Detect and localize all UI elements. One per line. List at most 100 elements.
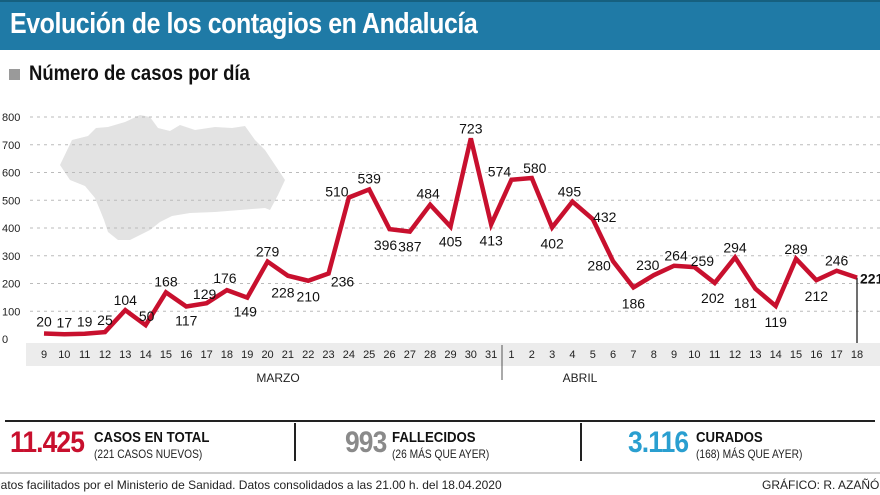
data-label: 25 bbox=[97, 312, 113, 328]
x-tick-label: 1 bbox=[508, 349, 514, 361]
data-label: 539 bbox=[358, 170, 382, 186]
stat-label: FALLECIDOS bbox=[392, 429, 476, 446]
data-label: 117 bbox=[175, 313, 198, 329]
x-tick-label: 7 bbox=[630, 349, 636, 361]
x-tick-label: 13 bbox=[119, 349, 131, 361]
data-label: 402 bbox=[540, 235, 564, 251]
x-tick-label: 17 bbox=[200, 349, 212, 361]
data-label: 212 bbox=[805, 288, 829, 304]
andalucia-map-silhouette bbox=[60, 115, 285, 240]
x-tick-label: 10 bbox=[688, 349, 700, 361]
y-tick-label: 300 bbox=[2, 251, 20, 263]
x-tick-label: 5 bbox=[590, 349, 596, 361]
x-tick-label: 14 bbox=[770, 349, 782, 361]
data-label: 259 bbox=[691, 253, 715, 269]
footer-rule bbox=[0, 472, 880, 474]
y-tick-label: 0 bbox=[2, 334, 8, 346]
data-label: 280 bbox=[587, 257, 611, 273]
month-label-marzo: MARZO bbox=[256, 371, 299, 385]
data-label: 413 bbox=[479, 232, 503, 248]
y-tick-label: 200 bbox=[2, 279, 20, 291]
x-tick-label: 23 bbox=[322, 349, 334, 361]
data-label: 484 bbox=[416, 186, 440, 202]
data-label: 129 bbox=[193, 286, 217, 302]
subtitle-row: Número de casos por día bbox=[9, 62, 280, 86]
data-label: 723 bbox=[459, 120, 483, 136]
x-tick-label: 11 bbox=[79, 349, 90, 361]
month-label-abril: ABRIL bbox=[563, 371, 598, 385]
stat-label: CASOS EN TOTAL bbox=[94, 429, 210, 446]
data-label: 510 bbox=[325, 183, 349, 199]
stat-label: CURADOS bbox=[696, 429, 764, 446]
y-tick-label: 700 bbox=[2, 140, 20, 152]
x-tick-label: 3 bbox=[549, 349, 555, 361]
x-tick-label: 29 bbox=[444, 349, 456, 361]
data-label: 574 bbox=[488, 164, 512, 180]
data-label: 246 bbox=[825, 253, 849, 269]
stat-divider bbox=[580, 423, 582, 461]
stats-top-rule bbox=[5, 420, 875, 422]
data-label: 396 bbox=[374, 237, 398, 253]
graphic-credit: GRÁFICO: R. AZAÑÓN bbox=[762, 478, 880, 492]
y-tick-label: 500 bbox=[2, 195, 20, 207]
source-note: Datos facilitados por el Ministerio de S… bbox=[0, 478, 502, 492]
x-tick-label: 18 bbox=[221, 349, 233, 361]
data-label: 20 bbox=[36, 313, 52, 329]
x-tick-label: 27 bbox=[404, 349, 416, 361]
x-tick-label: 10 bbox=[58, 349, 70, 361]
x-tick-label: 12 bbox=[99, 349, 111, 361]
data-label: 119 bbox=[765, 314, 788, 330]
x-tick-label: 4 bbox=[569, 349, 575, 361]
stat-number: 993 bbox=[345, 426, 387, 459]
data-label: 495 bbox=[558, 184, 582, 200]
y-tick-label: 800 bbox=[2, 112, 20, 124]
square-bullet-icon bbox=[9, 68, 20, 80]
data-label: 17 bbox=[57, 314, 73, 330]
y-tick-label: 400 bbox=[2, 223, 20, 235]
data-label: 50 bbox=[139, 308, 155, 324]
stat-divider bbox=[294, 423, 296, 461]
x-tick-label: 20 bbox=[261, 349, 273, 361]
x-tick-label: 31 bbox=[485, 349, 497, 361]
stat-deaths: 993 FALLECIDOS (26 MÁS QUE AYER) bbox=[345, 425, 507, 461]
x-tick-label: 24 bbox=[343, 349, 355, 361]
stat-number: 11.425 bbox=[10, 426, 85, 459]
data-label: 149 bbox=[234, 304, 258, 320]
stat-detail: (221 CASOS NUEVOS) bbox=[94, 447, 203, 461]
x-axis-band bbox=[26, 343, 880, 366]
cases-line bbox=[43, 137, 858, 337]
x-tick-label: 16 bbox=[180, 349, 192, 361]
stat-recovered: 3.116 CURADOS (168) MÁS QUE AYER) bbox=[628, 425, 822, 461]
x-tick-label: 9 bbox=[41, 349, 47, 361]
x-tick-label: 13 bbox=[749, 349, 761, 361]
data-label: 294 bbox=[723, 239, 747, 255]
data-label: 181 bbox=[734, 295, 758, 311]
data-label: 210 bbox=[297, 289, 321, 305]
x-tick-label: 28 bbox=[424, 349, 436, 361]
data-label: 176 bbox=[213, 270, 237, 286]
chart-subtitle: Número de casos por día bbox=[29, 62, 250, 85]
x-tick-label: 12 bbox=[729, 349, 741, 361]
data-label: 236 bbox=[331, 274, 355, 290]
x-tick-label: 6 bbox=[610, 349, 616, 361]
data-label: 387 bbox=[398, 239, 422, 255]
data-label: 432 bbox=[593, 209, 617, 225]
x-tick-label: 11 bbox=[709, 349, 720, 361]
y-tick-label: 600 bbox=[2, 168, 20, 180]
stat-detail: (26 MÁS QUE AYER) bbox=[392, 447, 490, 461]
chart-title: Evolución de los contagios en Andalucía bbox=[10, 8, 478, 40]
x-tick-label: 8 bbox=[651, 349, 657, 361]
x-tick-label: 15 bbox=[790, 349, 802, 361]
data-label: 186 bbox=[622, 295, 646, 311]
title-bar: Evolución de los contagios en Andalucía bbox=[0, 0, 880, 50]
x-tick-label: 18 bbox=[851, 349, 863, 361]
x-tick-label: 2 bbox=[529, 349, 535, 361]
x-tick-label: 14 bbox=[140, 349, 152, 361]
x-tick-label: 15 bbox=[160, 349, 172, 361]
x-tick-label: 26 bbox=[383, 349, 395, 361]
x-tick-label: 22 bbox=[302, 349, 314, 361]
data-label: 202 bbox=[701, 290, 725, 306]
data-label: 230 bbox=[636, 257, 660, 273]
stat-number: 3.116 bbox=[628, 426, 689, 459]
data-label: 264 bbox=[664, 248, 688, 264]
